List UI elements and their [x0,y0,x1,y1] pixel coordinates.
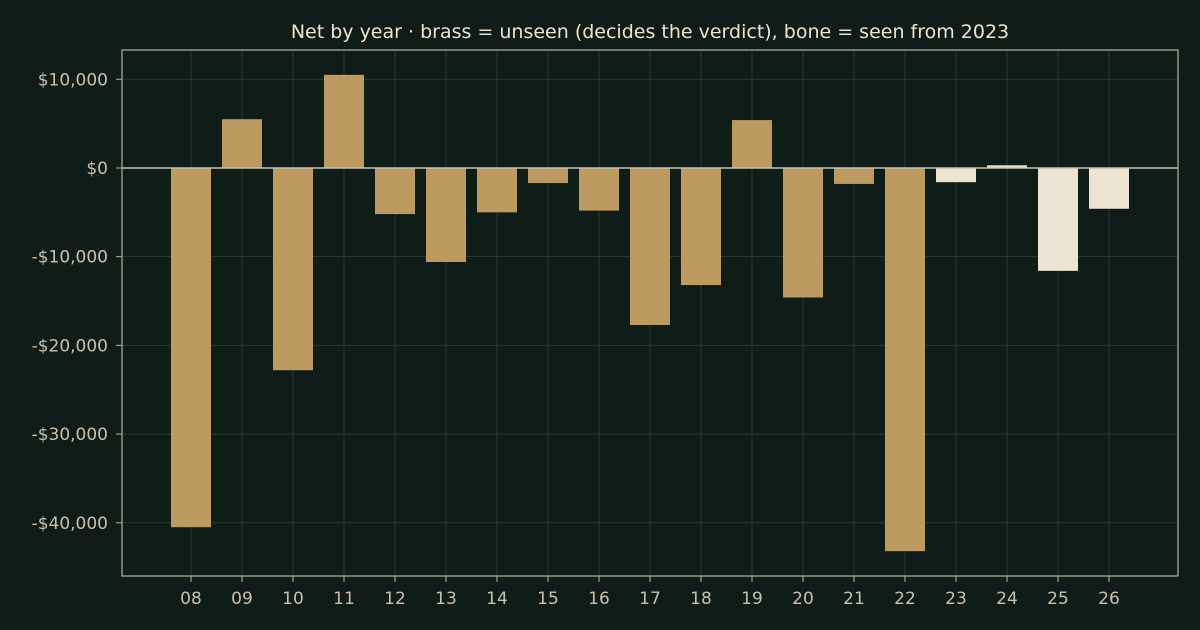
bar-unseen-18 [681,167,721,286]
x-tick-label: 17 [639,589,661,609]
bar-unseen-17 [630,167,670,325]
y-tick-label: -$40,000 [32,514,108,534]
bar-unseen-11 [324,74,364,168]
x-tick-label: 23 [945,589,967,609]
bar-unseen-22 [885,167,925,552]
x-tick-label: 19 [741,589,763,609]
y-tick-label: $0 [86,159,108,179]
y-tick-label: -$10,000 [32,248,108,268]
bar-unseen-16 [579,167,619,211]
bar-unseen-14 [477,167,517,213]
x-axis: 08 09 10 11 12 13 14 15 16 17 18 19 20 21 22 23 24 25 26 [180,576,1120,609]
bar-seen-25 [1038,167,1078,271]
bar-unseen-08 [171,167,211,528]
x-tick-label: 10 [282,589,304,609]
bar-unseen-19 [732,120,772,168]
bar-seen-26 [1089,167,1129,209]
chart-title: Net by year · brass = unseen (decides th… [291,21,1009,43]
x-tick-label: 12 [384,589,406,609]
x-tick-label: 15 [537,589,559,609]
y-tick-label: -$30,000 [32,425,108,445]
bar-unseen-13 [426,167,466,262]
y-tick-label: $10,000 [38,70,108,90]
x-tick-label: 08 [180,589,202,609]
bar-seen-23 [936,167,976,183]
x-tick-label: 18 [690,589,712,609]
y-tick-label: -$20,000 [32,336,108,356]
bars [171,74,1129,552]
x-tick-label: 14 [486,589,508,609]
y-axis: $10,000 $0 -$10,000 -$20,000 -$30,000 -$40,00… [32,70,122,534]
x-tick-label: 20 [792,589,814,609]
bar-unseen-10 [273,167,313,371]
x-tick-label: 16 [588,589,610,609]
x-tick-label: 24 [996,589,1018,609]
bar-unseen-15 [528,167,568,184]
x-tick-label: 22 [894,589,916,609]
bar-unseen-21 [834,167,874,184]
bar-unseen-12 [375,167,415,215]
grid [122,50,1178,576]
x-tick-label: 26 [1098,589,1120,609]
bar-unseen-20 [783,167,823,298]
bar-unseen-09 [222,119,262,168]
x-tick-label: 13 [435,589,457,609]
x-tick-label: 21 [843,589,865,609]
x-tick-label: 25 [1047,589,1069,609]
bar-seen-24 [987,165,1027,168]
x-tick-label: 09 [231,589,253,609]
x-tick-label: 11 [333,589,355,609]
